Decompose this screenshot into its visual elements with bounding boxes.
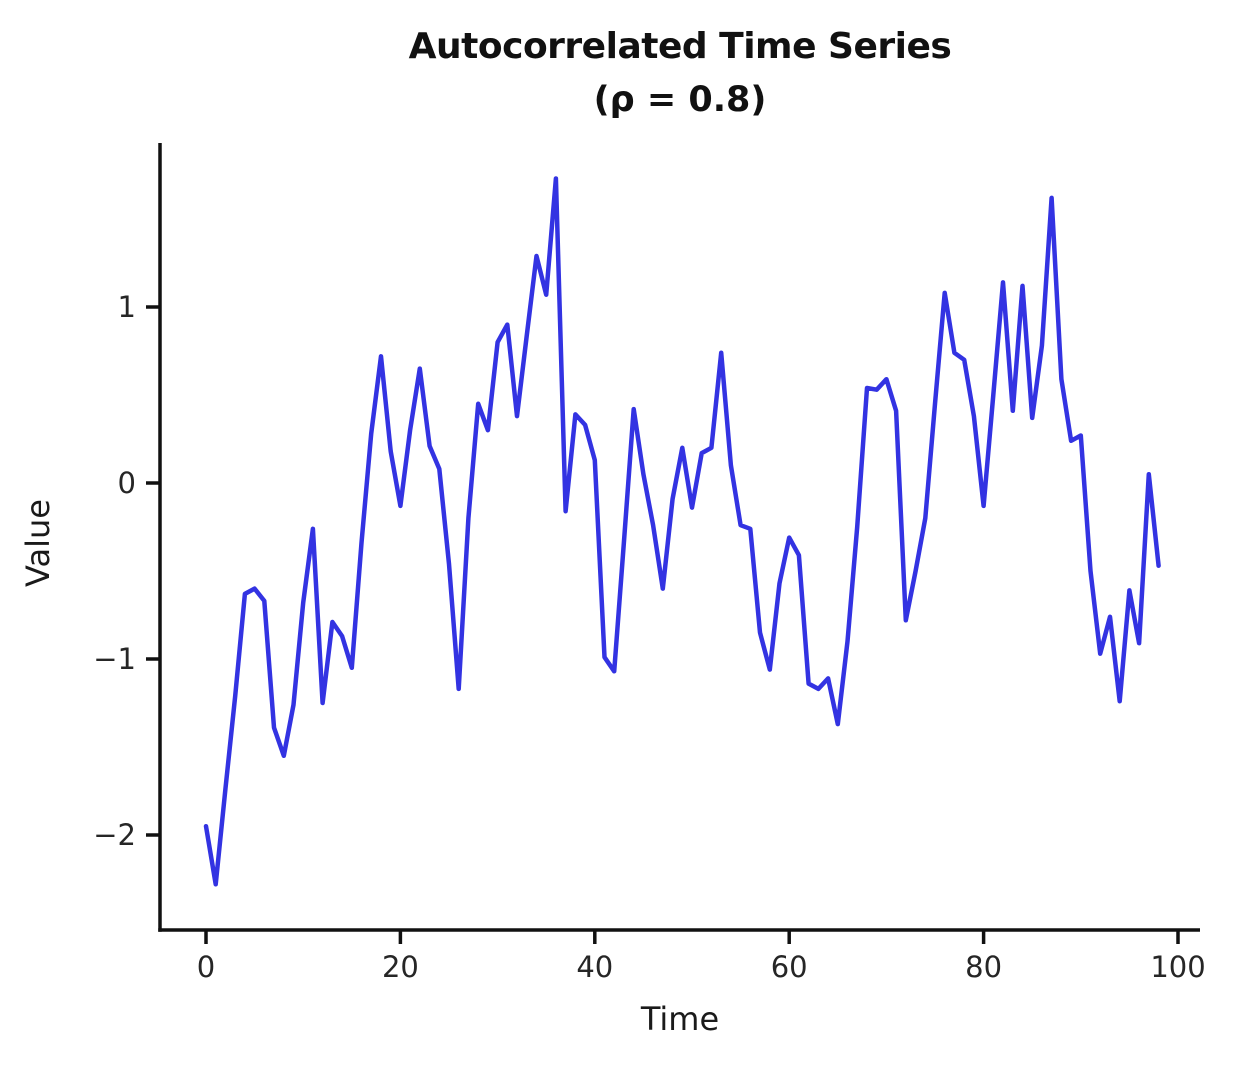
y-axis-label: Value (19, 499, 57, 587)
x-tick-label: 40 (576, 950, 614, 984)
y-tick-label: 1 (117, 290, 136, 324)
x-tick-label: 80 (965, 950, 1003, 984)
time-series-line (203, 176, 1161, 887)
chart-title: Autocorrelated Time Series (408, 26, 952, 67)
y-tick-label: −1 (93, 642, 136, 676)
x-tick-label: 0 (196, 950, 216, 984)
x-tick-label: 100 (1150, 950, 1206, 984)
y-tick-label: 0 (117, 466, 136, 500)
chart-subtitle: (ρ = 0.8) (593, 80, 767, 120)
axes (146, 143, 1200, 944)
x-tick-label: 20 (381, 950, 419, 984)
y-tick-label: −2 (93, 818, 136, 852)
x-axis-label: Time (640, 1000, 720, 1038)
x-tick-label: 60 (770, 950, 808, 984)
